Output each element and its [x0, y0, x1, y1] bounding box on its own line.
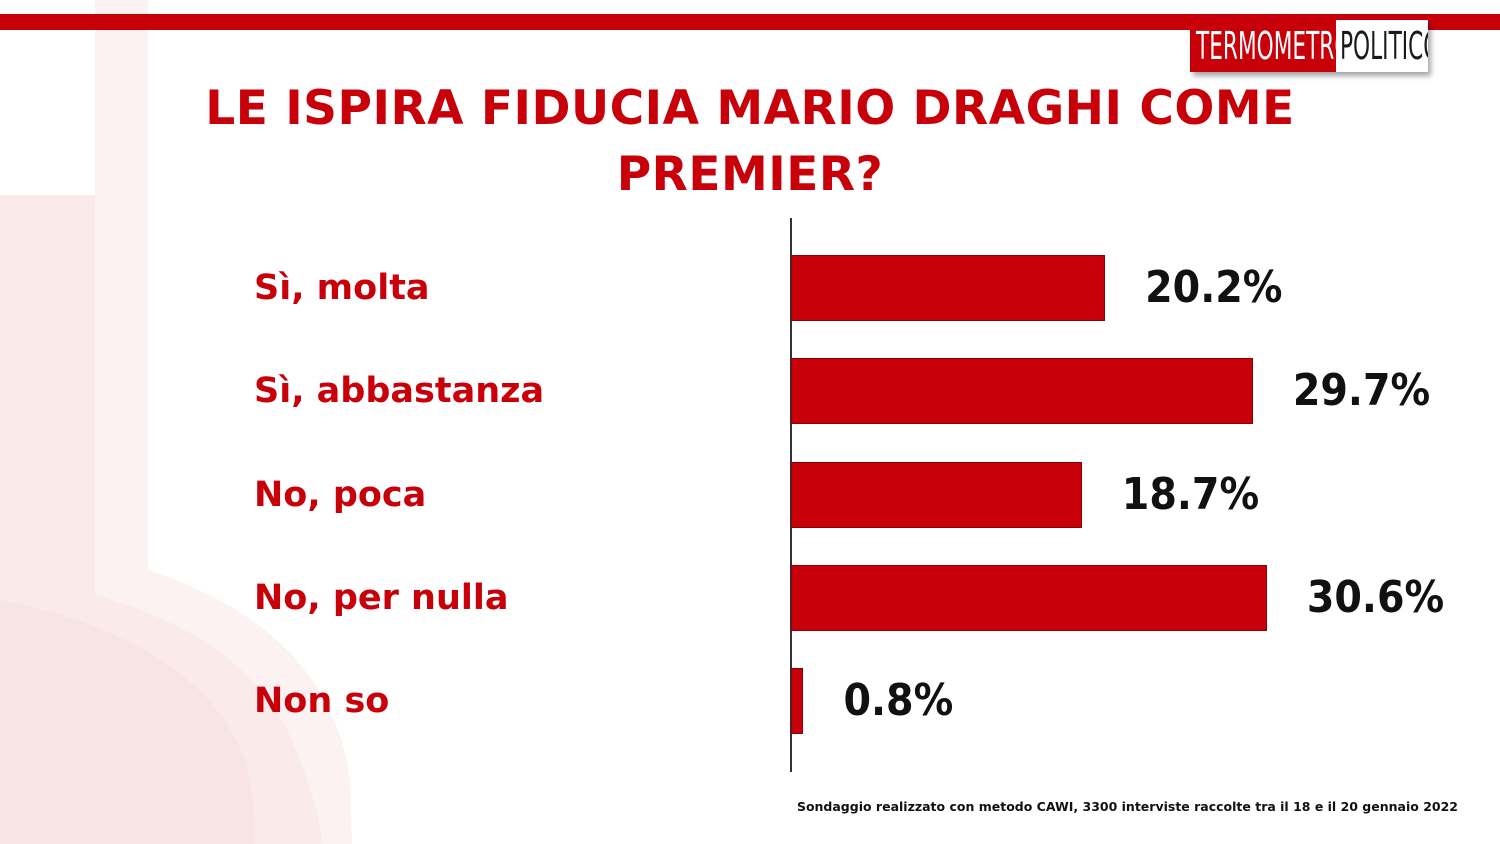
- bar: [791, 565, 1267, 631]
- category-label: Sì, abbastanza: [254, 371, 545, 411]
- bar: [791, 358, 1253, 424]
- value-label: 18.7%: [1121, 469, 1260, 520]
- category-label: Sì, molta: [254, 268, 430, 308]
- bar: [791, 255, 1106, 321]
- value-label: 20.2%: [1145, 262, 1283, 313]
- chart-title: LE ISPIRA FIDUCIA MARIO DRAGHI COME PREM…: [205, 81, 1295, 202]
- category-label: Non so: [254, 681, 390, 721]
- bar: [791, 668, 804, 734]
- survey-footnote: Sondaggio realizzato con metodo CAWI, 33…: [796, 799, 1458, 814]
- top-accent-stripe: [0, 14, 1500, 30]
- bar: [791, 462, 1082, 528]
- logo-left-text: TERMOMETRO: [1196, 24, 1352, 68]
- value-label: 30.6%: [1306, 572, 1445, 623]
- logo-right-text: POLITICO: [1340, 24, 1428, 68]
- category-label: No, per nulla: [254, 578, 509, 618]
- value-label: 0.8%: [843, 675, 954, 726]
- value-label: 29.7%: [1292, 365, 1431, 416]
- termometro-politico-logo: TERMOMETRO POLITICO: [1190, 20, 1428, 72]
- category-label: No, poca: [254, 475, 427, 515]
